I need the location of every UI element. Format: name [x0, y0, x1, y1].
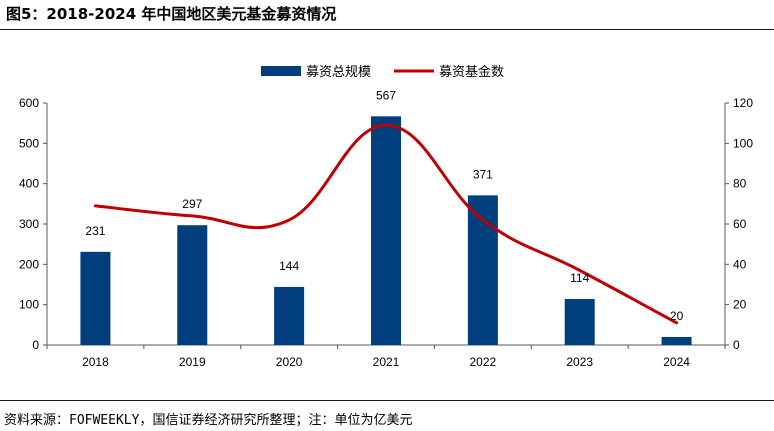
x-tick-label: 2021	[373, 355, 400, 369]
right-tick-label: 80	[733, 177, 747, 191]
right-tick-label: 20	[733, 298, 747, 312]
bar-data-label: 567	[376, 88, 396, 102]
x-tick-label: 2020	[276, 355, 303, 369]
bar-data-label: 231	[85, 224, 105, 238]
bar-data-label: 20	[670, 309, 684, 323]
fund-count-line	[93, 123, 679, 325]
data-labels: 231 297 144 567 371 114 20	[85, 88, 683, 323]
left-tick-label: 300	[19, 217, 39, 231]
x-tick-label: 2024	[663, 355, 690, 369]
chart-title: 图5：2018-2024 年中国地区美元基金募资情况	[6, 5, 337, 23]
line-series	[93, 123, 679, 325]
bar	[274, 286, 305, 345]
left-tick-label: 100	[19, 298, 39, 312]
x-tick-label: 2019	[179, 355, 206, 369]
top-divider	[0, 29, 774, 30]
bar	[80, 251, 111, 345]
legend-bar-label: 募资总规模	[306, 64, 371, 79]
axes: 0 100 200 300 400 500 600 0 20 40 60 80 100 120 2018 20…	[19, 96, 753, 369]
bar-series	[80, 116, 692, 345]
legend-line-label: 募资基金数	[439, 64, 504, 79]
bar-data-label: 297	[182, 197, 202, 211]
right-tick-label: 40	[733, 257, 747, 271]
legend: 募资总规模 募资基金数	[261, 64, 504, 79]
left-tick-label: 0	[32, 338, 39, 352]
x-tick-label: 2022	[470, 355, 497, 369]
bottom-divider	[0, 400, 774, 401]
right-tick-label: 0	[733, 338, 740, 352]
left-tick-label: 400	[19, 177, 39, 191]
left-tick-label: 200	[19, 257, 39, 271]
left-tick-label: 600	[19, 96, 39, 110]
bar-data-label: 114	[570, 271, 589, 285]
source-note: 资料来源：FOFWEEKLY，国信证券经济研究所整理；注：单位为亿美元	[4, 413, 413, 428]
right-tick-label: 60	[733, 217, 747, 231]
x-tick-label: 2023	[566, 355, 593, 369]
bar	[661, 336, 692, 345]
bar	[564, 299, 595, 345]
bar	[177, 225, 208, 345]
left-tick-label: 500	[19, 136, 39, 150]
right-tick-label: 120	[733, 96, 753, 110]
legend-bar-swatch	[261, 66, 301, 76]
bar-data-label: 144	[279, 259, 299, 273]
bar-data-label: 371	[473, 167, 493, 181]
bar	[467, 195, 498, 345]
x-tick-label: 2018	[82, 355, 109, 369]
right-tick-label: 100	[733, 136, 753, 150]
bar	[371, 116, 401, 345]
